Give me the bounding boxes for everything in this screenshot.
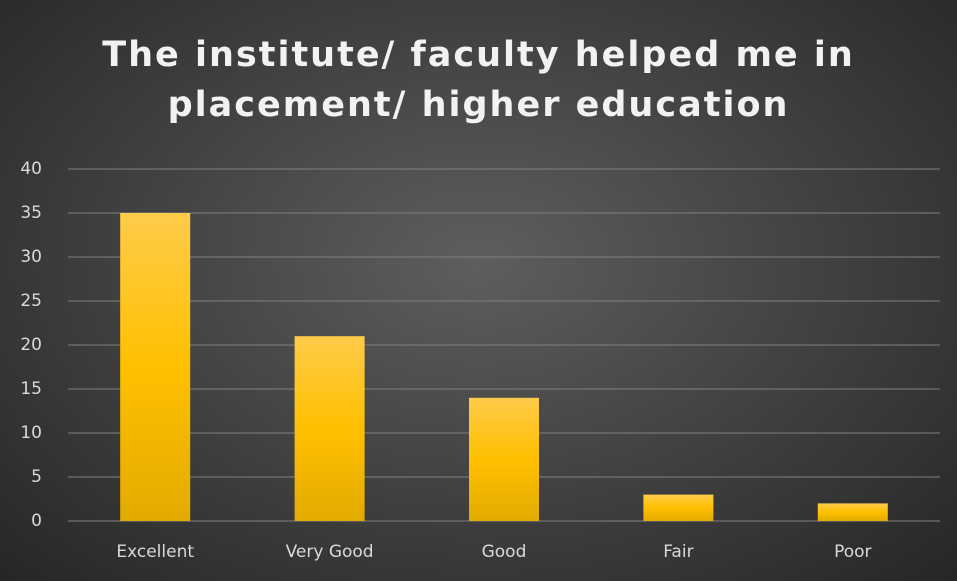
chart-title: The institute/ faculty helped me in plac… xyxy=(102,35,855,125)
x-tick-label: Good xyxy=(482,542,527,562)
x-tick-label: Excellent xyxy=(116,542,194,562)
y-tick-label: 40 xyxy=(20,159,42,179)
x-tick-label: Fair xyxy=(663,542,693,562)
y-tick-label: 0 xyxy=(31,511,42,531)
y-tick-label: 30 xyxy=(20,247,42,267)
y-tick-label: 35 xyxy=(20,203,42,223)
y-tick-label: 25 xyxy=(20,291,42,311)
bar xyxy=(469,397,539,521)
y-tick-label: 10 xyxy=(20,423,42,443)
x-tick-label: Very Good xyxy=(286,542,374,562)
x-tick-label: Poor xyxy=(834,542,871,562)
bar xyxy=(294,336,365,521)
y-tick-label: 5 xyxy=(31,467,42,487)
bar xyxy=(817,503,888,521)
bar xyxy=(120,213,191,521)
bar xyxy=(643,494,714,521)
y-tick-label: 20 xyxy=(20,335,42,355)
y-tick-label: 15 xyxy=(20,379,42,399)
